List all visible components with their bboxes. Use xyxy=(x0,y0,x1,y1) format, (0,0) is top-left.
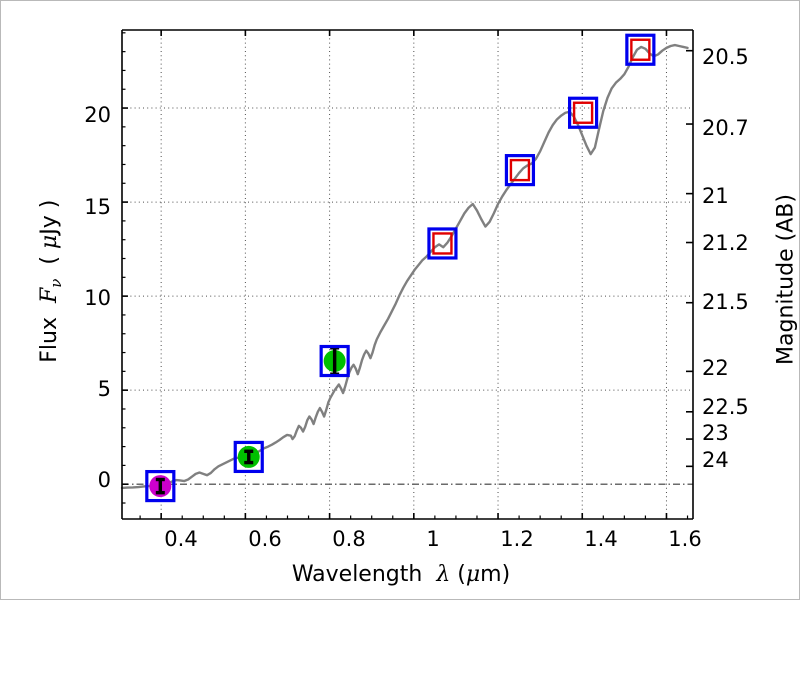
photometry-model-square[interactable] xyxy=(630,38,651,61)
x-tick-label: 0.8 xyxy=(332,527,366,551)
right-y-tick-label: 21.2 xyxy=(702,231,749,255)
photometry-bandpass-box[interactable] xyxy=(625,33,656,66)
right-y-tick-label: 24 xyxy=(702,448,729,472)
right-y-axis-title-text: Magnitude (AB) xyxy=(773,194,799,365)
right-y-tick-label: 21 xyxy=(702,184,729,208)
photometry-bandpass-box[interactable] xyxy=(567,96,599,129)
y-axis-title: Flux Fν ( μJy ) xyxy=(37,0,65,681)
spectrum-curve xyxy=(120,43,689,490)
photometry-bandpass-box[interactable] xyxy=(233,440,264,474)
photometry-bandpass-box[interactable] xyxy=(319,344,350,378)
right-y-tick-label: 22 xyxy=(702,356,729,380)
y-tick-label: 15 xyxy=(84,195,111,219)
photometry-bandpass-box[interactable] xyxy=(427,227,458,260)
x-axis-title: Wavelength λ (μm) xyxy=(1,562,800,587)
photometry-model-square[interactable] xyxy=(432,232,453,255)
right-y-tick-label: 20.5 xyxy=(702,45,749,69)
y-tick-label: 20 xyxy=(84,103,111,127)
photometry-bandpass-box[interactable] xyxy=(145,469,176,503)
right-y-axis-title: Magnitude (AB) xyxy=(774,0,799,680)
y-tick-label: 10 xyxy=(84,286,111,310)
y-tick-label: 0 xyxy=(97,468,111,492)
x-tick-label: 1 xyxy=(426,527,440,551)
x-tick-label: 1.6 xyxy=(668,527,702,551)
x-tick-label: 1.2 xyxy=(500,527,534,551)
y-tick-label: 5 xyxy=(97,377,111,401)
right-y-tick-label: 22.5 xyxy=(702,395,749,419)
x-tick-label: 0.4 xyxy=(164,527,198,551)
photometry-model-square[interactable] xyxy=(572,101,594,124)
plot-area xyxy=(120,29,694,520)
right-y-tick-label: 21.5 xyxy=(702,290,749,314)
right-y-tick-label: 23 xyxy=(702,421,729,445)
x-tick-label: 1.4 xyxy=(584,527,618,551)
x-tick-label: 0.6 xyxy=(248,527,282,551)
right-y-tick-label: 20.7 xyxy=(702,116,749,140)
figure-canvas: 0 5 10 15 20 0.4 0.6 0.8 1 1.2 1.4 1.6 2… xyxy=(0,0,800,600)
photometry-model-square[interactable] xyxy=(509,158,531,182)
photometry-bandpass-box[interactable] xyxy=(504,154,536,187)
y-axis-title-text: Flux Fν ( μJy ) xyxy=(36,199,66,363)
x-axis-title-text: Wavelength λ (μm) xyxy=(291,562,511,587)
